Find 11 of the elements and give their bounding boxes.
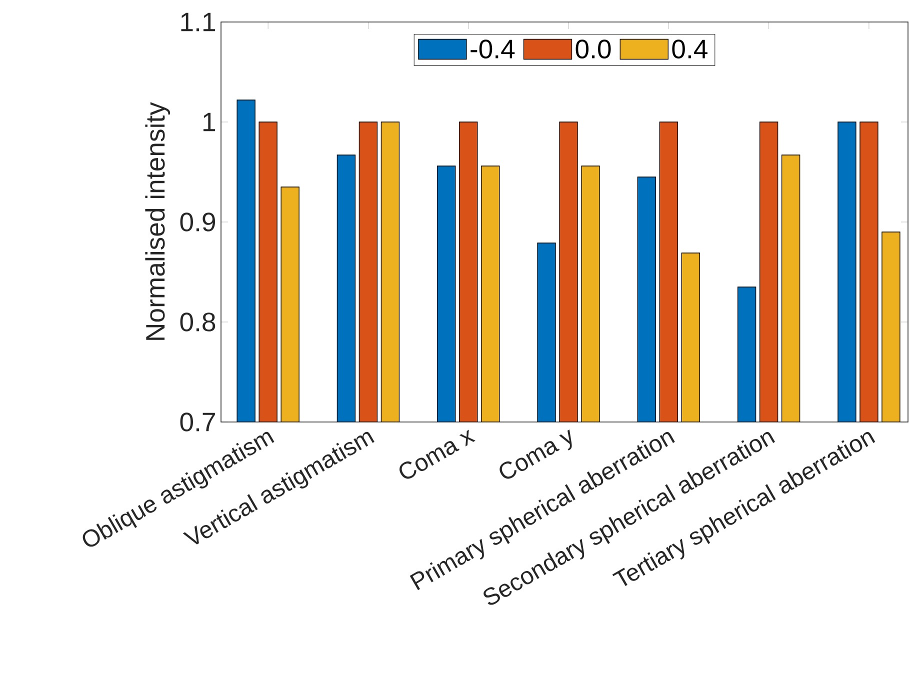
legend-label: 0.4 [672, 40, 708, 58]
x-tick-label: Coma y [500, 430, 572, 479]
y-tick-label: 0.8 [180, 312, 216, 332]
y-tick-label: 0.7 [180, 412, 215, 432]
y-tick-label: 1.1 [181, 12, 215, 32]
y-tick-label: 0.9 [180, 212, 216, 232]
legend-label: -0.4 [470, 40, 515, 58]
y-axis-title: Normalised intensity [145, 102, 170, 340]
x-tick-label: Coma x [400, 430, 476, 479]
legend-label: 0.0 [576, 40, 611, 58]
y-tick-label: 1 [203, 112, 215, 132]
